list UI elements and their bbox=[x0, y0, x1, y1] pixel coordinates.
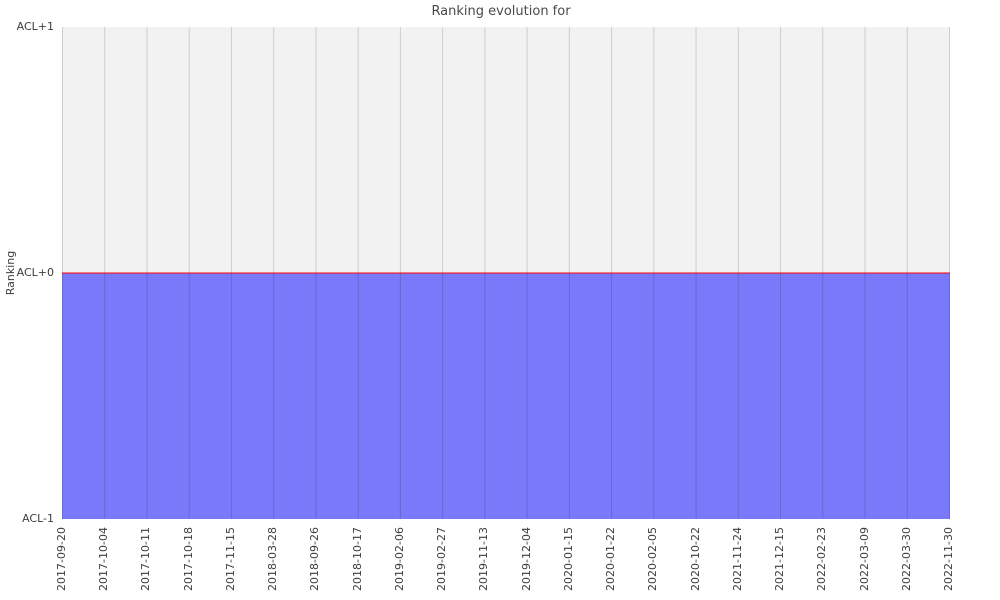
chart-title: Ranking evolution for bbox=[431, 4, 571, 19]
x-tick-label: 2019-11-13 bbox=[477, 527, 491, 591]
area-chart bbox=[62, 27, 950, 519]
x-tick-label: 2021-11-24 bbox=[730, 527, 744, 591]
series-fill-area bbox=[62, 273, 950, 519]
x-tick-label: 2020-02-05 bbox=[646, 527, 660, 591]
x-tick-label: 2020-10-22 bbox=[688, 527, 702, 591]
x-tick-label: 2019-12-04 bbox=[519, 527, 533, 591]
x-tick-label: 2017-11-15 bbox=[223, 527, 237, 591]
x-tick-label: 2020-01-15 bbox=[561, 527, 575, 591]
y-tick-label: ACL+0 bbox=[16, 266, 54, 279]
x-tick-label: 2018-03-28 bbox=[266, 527, 280, 591]
x-tick-label: 2021-12-15 bbox=[773, 527, 787, 591]
x-tick-label: 2022-11-30 bbox=[942, 527, 955, 591]
x-tick-label: 2017-10-18 bbox=[181, 527, 195, 591]
y-tick-label: ACL-1 bbox=[22, 512, 54, 525]
x-tick-label: 2022-03-09 bbox=[857, 527, 871, 591]
x-tick-label: 2018-10-17 bbox=[350, 527, 364, 591]
x-tick-label: 2019-02-06 bbox=[392, 527, 406, 591]
x-tick-label: 2017-10-04 bbox=[97, 527, 111, 591]
y-tick-label: ACL+1 bbox=[16, 20, 54, 33]
x-tick-label: 2018-09-26 bbox=[308, 527, 322, 591]
x-tick-label: 2022-02-23 bbox=[815, 527, 829, 591]
x-tick-label: 2017-09-20 bbox=[55, 527, 68, 591]
x-tick-label: 2022-03-30 bbox=[899, 527, 913, 591]
x-tick-label: 2017-10-11 bbox=[139, 527, 153, 591]
x-tick-label: 2019-02-27 bbox=[435, 527, 449, 591]
plot-area bbox=[62, 27, 950, 519]
x-tick-label: 2020-01-22 bbox=[604, 527, 618, 591]
